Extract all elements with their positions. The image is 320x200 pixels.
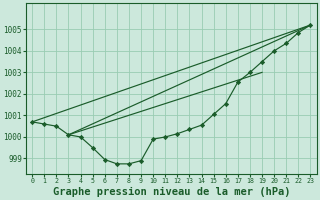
X-axis label: Graphe pression niveau de la mer (hPa): Graphe pression niveau de la mer (hPa) [52,186,290,197]
